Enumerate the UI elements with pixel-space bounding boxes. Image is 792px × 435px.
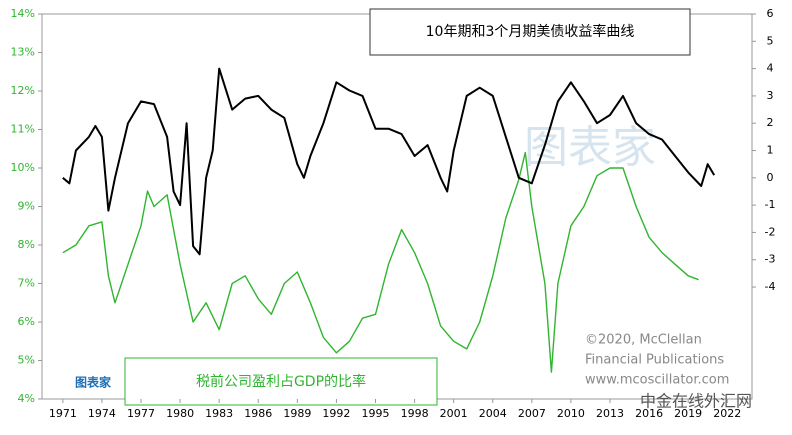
y2-tick-label: -2: [765, 225, 776, 238]
x-tick-label: 2022: [713, 407, 741, 420]
plot-frame: [41, 13, 753, 400]
legend-label: 税前公司盈利占GDP的比率: [196, 373, 366, 390]
y2-tick-label: 5: [767, 34, 774, 47]
x-tick-label: 1995: [362, 407, 390, 420]
y-tick-label: 6%: [18, 315, 35, 328]
x-tick-label: 1989: [283, 407, 311, 420]
watermark: 图表家: [524, 122, 656, 173]
x-tick-label: 2004: [479, 407, 507, 420]
y2-tick-label: 0: [767, 171, 774, 184]
y-tick-label: 9%: [18, 200, 35, 213]
y2-tick-label: 3: [767, 89, 774, 102]
x-tick-label: 1998: [401, 407, 429, 420]
annotation: www.mcoscillator.com: [585, 373, 729, 388]
title-box: [369, 8, 691, 56]
y-tick-label: 7%: [18, 277, 35, 290]
x-tick-label: 2010: [557, 407, 585, 420]
watermark: 中金在线外汇网: [640, 392, 752, 411]
y-tick-label: 5%: [18, 354, 35, 367]
series-line: [62, 151, 699, 373]
y2-tick-label: 1: [767, 144, 774, 157]
y2-tick-label: 4: [767, 62, 774, 75]
x-tick-label: 2001: [440, 407, 468, 420]
series-line: [62, 67, 716, 256]
x-tick-label: 2013: [596, 407, 624, 420]
x-tick-label: 2007: [518, 407, 546, 420]
y2-tick-label: -4: [765, 280, 776, 293]
x-tick-label: 1983: [205, 407, 233, 420]
logo: 图表家: [75, 375, 112, 390]
y2-tick-label: -3: [765, 253, 776, 266]
x-tick-label: 1980: [166, 407, 194, 420]
y-tick-label: 14%: [11, 7, 35, 20]
y-tick-label: 8%: [18, 238, 35, 251]
y-tick-label: 12%: [11, 84, 35, 97]
x-tick-label: 1992: [322, 407, 350, 420]
y2-tick-label: -1: [765, 198, 776, 211]
annotation: ©2020, McClellan: [585, 333, 702, 348]
y-tick-label: 4%: [18, 392, 35, 405]
annotation: Financial Publications: [585, 353, 724, 368]
x-tick-label: 1974: [88, 407, 116, 420]
x-tick-label: 1977: [127, 407, 155, 420]
y2-tick-label: 6: [767, 7, 774, 20]
y-tick-label: 10%: [11, 161, 35, 174]
x-tick-label: 2019: [674, 407, 702, 420]
y-tick-label: 13%: [11, 46, 35, 59]
x-tick-label: 1971: [49, 407, 77, 420]
legend-box: [124, 357, 438, 406]
y-tick-label: 11%: [11, 123, 35, 136]
x-tick-label: 2016: [635, 407, 663, 420]
y2-tick-label: 2: [767, 116, 774, 129]
chart-title: 10年期和3个月期美债收益率曲线: [426, 23, 635, 40]
x-tick-label: 1986: [244, 407, 272, 420]
